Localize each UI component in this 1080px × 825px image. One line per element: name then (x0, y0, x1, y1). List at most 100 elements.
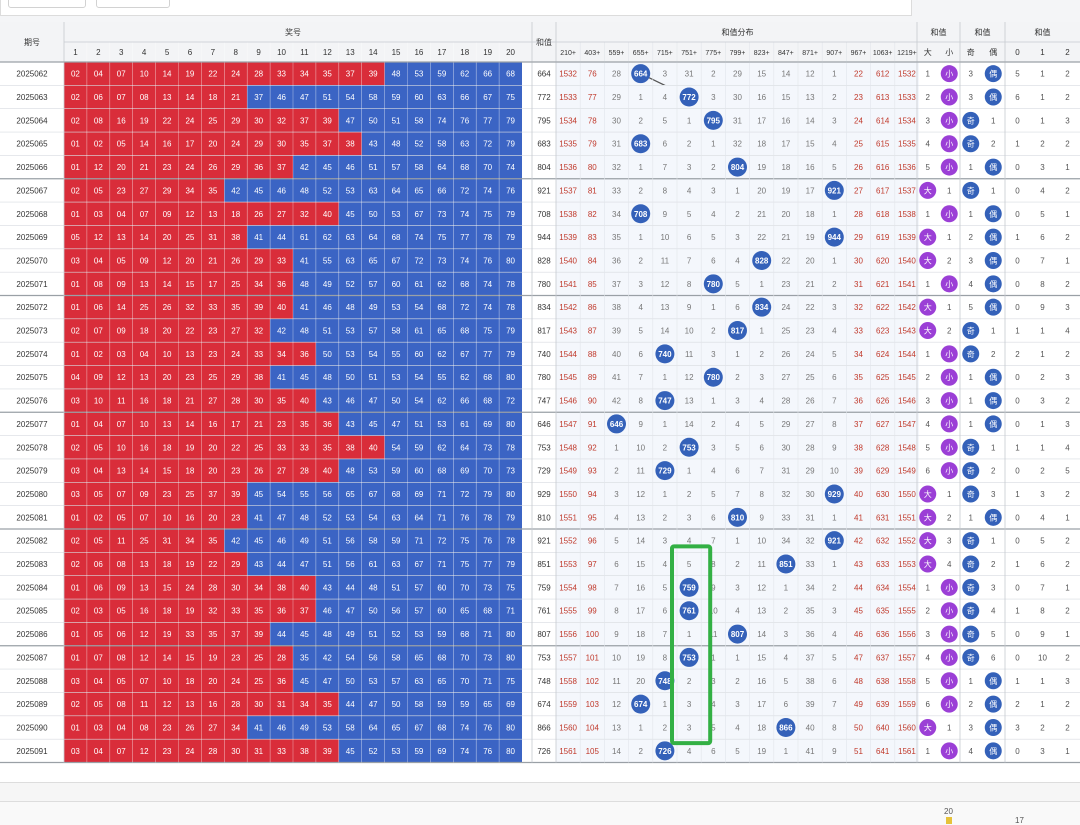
prize-number-cell (155, 295, 179, 319)
prize-number: 40 (369, 443, 378, 452)
size-miss-count: 1 (947, 490, 952, 499)
prize-number-cell (247, 85, 271, 109)
prize-number-cell (86, 715, 110, 740)
prize-number: 44 (277, 630, 286, 639)
prize-number-cell (270, 599, 293, 623)
header-ball-number: 9 (256, 48, 261, 57)
prize-number-cell (270, 388, 293, 413)
prize-number-cell (476, 435, 500, 459)
prize-number-cell (476, 132, 500, 156)
prize-number-cell (293, 482, 316, 506)
header-ball-number: 7 (211, 48, 216, 57)
prize-number-cell (132, 108, 156, 133)
prize-number: 76 (483, 747, 492, 756)
prize-number-cell (407, 482, 431, 506)
prize-number-cell (430, 202, 454, 226)
sum-ball (824, 180, 844, 200)
filter-button-1[interactable] (8, 0, 86, 8)
size-badge (940, 695, 958, 713)
dist-miss-count: 1 (735, 350, 740, 359)
prize-number: 35 (323, 443, 332, 452)
dist-miss-count: 10 (709, 607, 718, 616)
prize-number-cell (315, 62, 339, 86)
dist-miss-count: 16 (781, 116, 790, 125)
dist-miss-count: 2 (759, 350, 764, 359)
mod3-value: 3 (1065, 373, 1070, 382)
dist-miss-count: 15 (781, 93, 790, 102)
prize-number: 69 (460, 467, 469, 476)
prize-number-cell (201, 342, 225, 366)
prize-number: 20 (163, 327, 172, 336)
dist-miss-count: 4 (832, 140, 837, 149)
prize-number: 54 (346, 653, 355, 662)
size-miss-count: 5 (926, 443, 931, 452)
prize-number-cell (315, 85, 339, 109)
header-ball-number: 18 (460, 48, 469, 57)
prize-number: 43 (346, 420, 355, 429)
parity-badge-label: 奇 (967, 536, 975, 546)
prize-number: 37 (277, 163, 286, 172)
prize-number: 34 (277, 350, 286, 359)
prize-number-cell (178, 202, 202, 226)
size-badge (919, 251, 937, 269)
prize-number: 74 (483, 303, 492, 312)
prize-number: 78 (483, 233, 492, 242)
prize-number-cell (64, 388, 87, 413)
prize-number: 19 (163, 630, 172, 639)
dist-miss-count: 4 (735, 723, 740, 732)
dist-miss-count: 627 (876, 420, 890, 429)
sum-value: 772 (537, 93, 551, 102)
dist-miss-count: 88 (588, 350, 597, 359)
header-g3-col: 0 (1015, 48, 1020, 57)
prize-number: 04 (94, 467, 103, 476)
dist-miss-count: 4 (638, 303, 643, 312)
parity-miss-count: 4 (991, 607, 996, 616)
prize-number: 48 (323, 373, 332, 382)
prize-number-cell (361, 482, 385, 506)
dist-miss-count: 638 (876, 677, 890, 686)
size-badge (919, 718, 937, 736)
prize-number-cell (453, 435, 477, 459)
prize-number-cell (315, 692, 339, 716)
mod3-value: 0 (1015, 583, 1020, 592)
mod3-value: 1 (1015, 140, 1020, 149)
prize-number-cell (293, 225, 316, 249)
prize-number: 05 (117, 513, 126, 522)
sum-value: 810 (537, 513, 551, 522)
prize-number-cell (178, 412, 202, 436)
prize-number: 32 (277, 116, 286, 125)
dist-miss-count: 13 (636, 513, 645, 522)
prize-number-cell (270, 739, 293, 763)
dist-miss-count: 8 (711, 560, 716, 569)
prize-number: 11 (140, 700, 149, 709)
dist-miss-count: 1 (832, 70, 837, 79)
parity-badge-label: 奇 (967, 629, 975, 639)
dist-miss-count: 625 (876, 373, 890, 382)
mod3-value: 1 (1040, 700, 1045, 709)
dist-miss-count: 5 (687, 560, 692, 569)
prize-number-cell (178, 62, 202, 86)
prize-number: 24 (231, 140, 240, 149)
dist-miss-count: 14 (636, 537, 645, 546)
dist-miss-count: 3 (735, 233, 740, 242)
prize-number: 48 (346, 467, 355, 476)
dist-miss-count: 4 (663, 560, 668, 569)
prize-number: 47 (346, 607, 355, 616)
prize-number-cell (499, 505, 522, 529)
dist-miss-count: 1554 (898, 583, 916, 592)
size-miss-count: 4 (926, 420, 931, 429)
parity-badge-label: 偶 (989, 746, 997, 756)
sum-ball (776, 717, 796, 737)
dist-miss-count: 33 (806, 560, 815, 569)
filter-button-2[interactable] (96, 0, 170, 8)
dist-miss-count: 5 (687, 210, 692, 219)
prize-number-cell (64, 505, 87, 529)
dist-miss-count: 1532 (898, 70, 916, 79)
prize-number-cell (86, 342, 110, 366)
prize-number-cell (293, 692, 316, 716)
prize-number-cell (86, 435, 110, 459)
prize-number: 59 (392, 537, 401, 546)
prize-number: 16 (117, 116, 126, 125)
size-miss-count: 3 (926, 397, 931, 406)
prize-number-cell (430, 318, 454, 343)
